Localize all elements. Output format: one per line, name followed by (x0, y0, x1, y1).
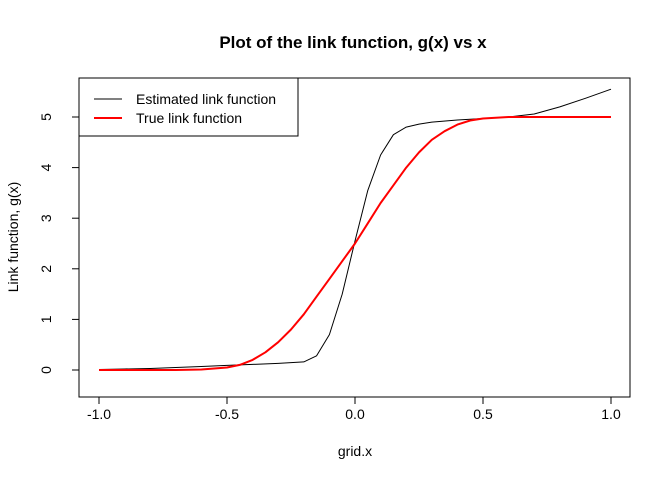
x-axis-label: grid.x (338, 443, 372, 459)
chart-title: Plot of the link function, g(x) vs x (219, 33, 487, 52)
y-tick-label: 4 (38, 163, 54, 171)
x-tick-label: -0.5 (215, 406, 239, 422)
y-tick-label: 2 (38, 265, 54, 273)
legend-label-1: Estimated link function (136, 91, 276, 107)
y-tick-label: 5 (38, 113, 54, 121)
x-axis: -1.0 -0.5 0.0 0.5 1.0 (87, 396, 621, 422)
series-line-2 (99, 116, 611, 371)
legend: Estimated link function True link functio… (78, 77, 299, 137)
y-tick-label: 0 (38, 366, 54, 374)
y-tick-label: 1 (38, 315, 54, 323)
y-tick-label: 3 (38, 214, 54, 222)
x-tick-label: 0.5 (473, 406, 493, 422)
legend-label-2: True link function (136, 110, 242, 126)
y-axis: 0 1 2 3 4 5 (38, 113, 80, 374)
y-axis-label: Link function, g(x) (5, 182, 21, 293)
x-tick-label: -1.0 (87, 406, 111, 422)
x-tick-label: 0.0 (345, 406, 365, 422)
x-tick-label: 1.0 (601, 406, 621, 422)
series-layer (98, 88, 612, 371)
legend-box (78, 77, 299, 137)
